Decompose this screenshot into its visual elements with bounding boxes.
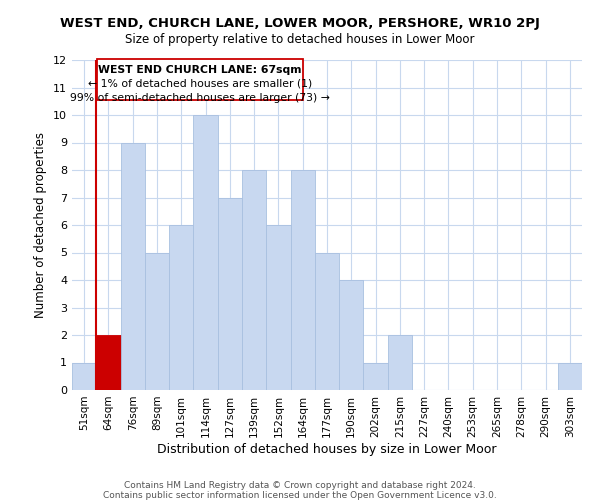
- Bar: [388, 335, 412, 390]
- Text: Contains HM Land Registry data © Crown copyright and database right 2024.: Contains HM Land Registry data © Crown c…: [124, 481, 476, 490]
- Bar: [145, 252, 169, 390]
- Text: WEST END, CHURCH LANE, LOWER MOOR, PERSHORE, WR10 2PJ: WEST END, CHURCH LANE, LOWER MOOR, PERSH…: [60, 18, 540, 30]
- Bar: [364, 362, 388, 390]
- Text: 99% of semi-detached houses are larger (73) →: 99% of semi-detached houses are larger (…: [70, 92, 329, 102]
- Bar: [193, 115, 218, 390]
- Y-axis label: Number of detached properties: Number of detached properties: [34, 132, 47, 318]
- Bar: [242, 170, 266, 390]
- Bar: [96, 335, 121, 390]
- Text: Size of property relative to detached houses in Lower Moor: Size of property relative to detached ho…: [125, 32, 475, 46]
- Bar: [290, 170, 315, 390]
- Bar: [169, 225, 193, 390]
- Bar: [339, 280, 364, 390]
- Text: ← 1% of detached houses are smaller (1): ← 1% of detached houses are smaller (1): [88, 79, 312, 89]
- Bar: [121, 142, 145, 390]
- Bar: [315, 252, 339, 390]
- Bar: [218, 198, 242, 390]
- Text: Contains public sector information licensed under the Open Government Licence v3: Contains public sector information licen…: [103, 491, 497, 500]
- Bar: [97, 58, 303, 100]
- X-axis label: Distribution of detached houses by size in Lower Moor: Distribution of detached houses by size …: [157, 442, 497, 456]
- Bar: [266, 225, 290, 390]
- Bar: [558, 362, 582, 390]
- Text: WEST END CHURCH LANE: 67sqm: WEST END CHURCH LANE: 67sqm: [98, 64, 301, 74]
- Bar: [72, 362, 96, 390]
